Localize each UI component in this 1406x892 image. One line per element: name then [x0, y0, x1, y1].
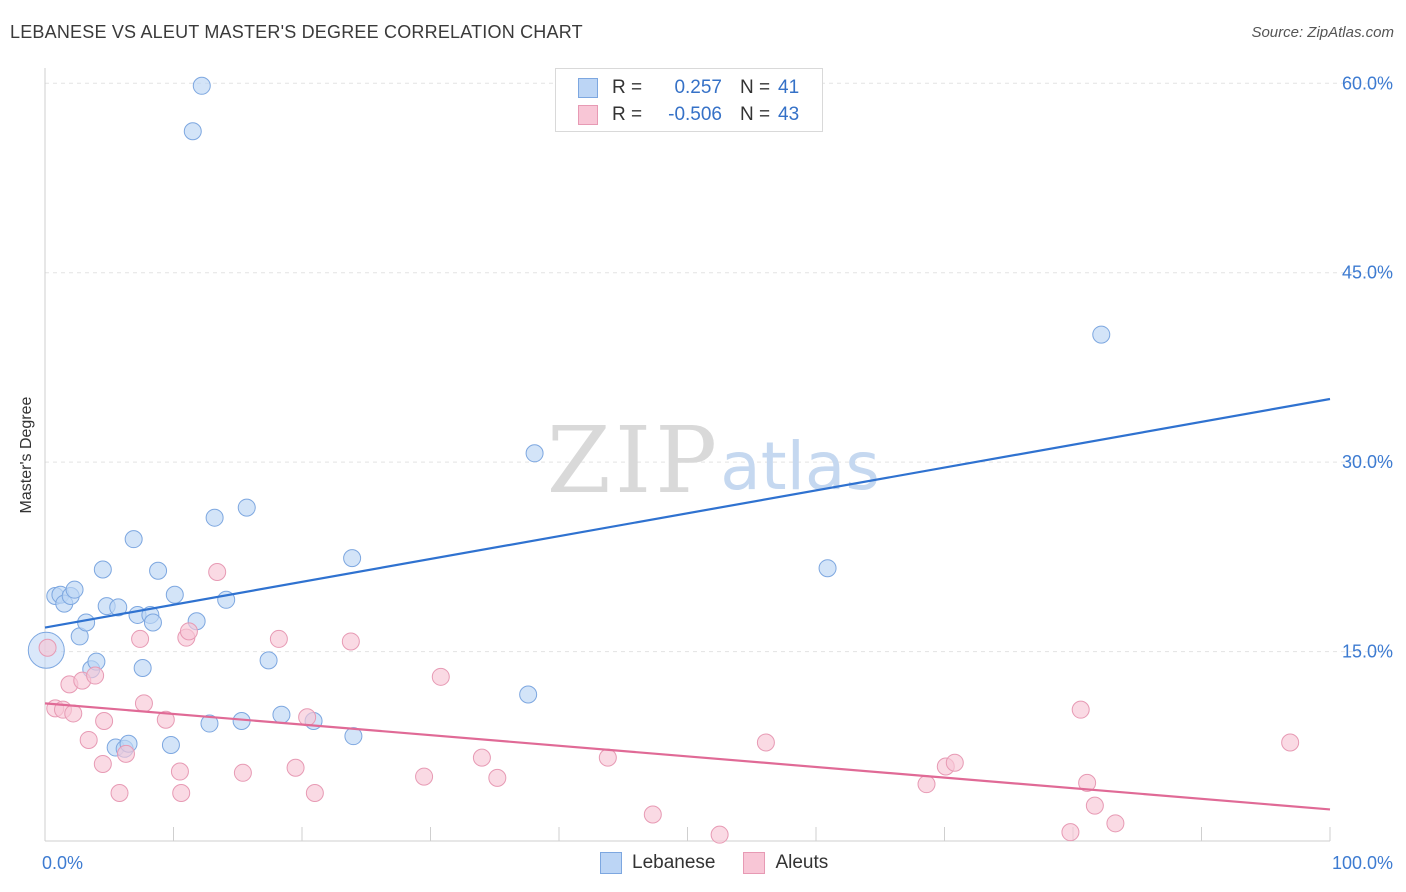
aleuts-point-28 — [472, 748, 491, 767]
aleuts-point-33 — [756, 733, 775, 752]
aleuts-point-20 — [233, 763, 252, 782]
lebanese-point-23 — [165, 585, 184, 604]
lebanese-point-18 — [133, 658, 152, 677]
lebanese-point-22 — [161, 736, 180, 755]
aleuts-point-16 — [172, 784, 191, 803]
trend-lines — [44, 397, 1331, 811]
y-tick-label-60: 60.0% — [1342, 73, 1393, 93]
x-tick-label-100: 100.0% — [1332, 853, 1393, 873]
lebanese-point-33 — [272, 705, 291, 724]
aleuts-point-39 — [1078, 773, 1097, 792]
aleuts-point-9 — [95, 712, 114, 731]
aleuts-point-22 — [286, 758, 305, 777]
aleuts-point-6 — [79, 730, 98, 749]
lebanese-swatch — [578, 78, 598, 98]
lebanese-point-35 — [343, 549, 362, 568]
n-value-lebanese: 41 — [778, 77, 800, 98]
aleuts-point-37 — [1061, 823, 1080, 842]
aleuts-point-25 — [341, 632, 360, 651]
aleuts-swatch — [578, 105, 598, 125]
grid-layer — [45, 82, 1392, 653]
lebanese-point-26 — [192, 76, 211, 95]
watermark: ZIP atlas — [547, 407, 880, 514]
lebanese-point-21 — [149, 561, 168, 580]
r-value-aleuts: -0.506 — [668, 104, 722, 125]
lebanese-trend-line — [44, 397, 1331, 629]
aleuts-point-0 — [38, 638, 57, 657]
lebanese-point-24 — [183, 122, 202, 141]
source-label: Source: ZipAtlas.com — [1251, 24, 1394, 41]
aleuts-point-7 — [86, 666, 105, 685]
lebanese-point-36 — [344, 727, 363, 746]
aleuts-points — [38, 563, 1300, 844]
lebanese-point-13 — [109, 598, 128, 617]
aleuts-point-31 — [643, 805, 662, 824]
lebanese-point-37 — [519, 685, 538, 704]
lebanese-point-10 — [93, 560, 112, 579]
y-tick-label-15: 15.0% — [1342, 642, 1393, 662]
aleuts-point-11 — [116, 744, 135, 763]
y-tick-label-30: 30.0% — [1342, 452, 1393, 472]
legend-item-aleuts[interactable]: Aleuts — [743, 852, 828, 874]
chart-title: LEBANESE VS ALEUT MASTER'S DEGREE CORREL… — [10, 22, 583, 42]
r-value-lebanese: 0.257 — [674, 77, 722, 98]
aleuts-point-8 — [93, 754, 112, 773]
aleuts-legend-label: Aleuts — [775, 852, 829, 873]
correlation-legend: R = 0.257 N = 41 R = -0.506 N = 43 — [555, 68, 823, 132]
aleuts-point-36 — [945, 753, 964, 772]
aleuts-point-15 — [170, 762, 189, 781]
aleuts-point-4 — [64, 704, 83, 723]
axes-layer — [44, 68, 1331, 842]
aleuts-point-34 — [917, 775, 936, 794]
r-label: R = — [612, 77, 643, 98]
legend-item-lebanese[interactable]: Lebanese — [600, 852, 715, 874]
series-legend: Lebanese Aleuts — [600, 852, 856, 874]
lebanese-point-27 — [200, 714, 219, 733]
lebanese-legend-label: Lebanese — [632, 852, 716, 873]
aleuts-point-13 — [134, 694, 153, 713]
aleuts-point-19 — [208, 563, 227, 582]
lebanese-point-7 — [77, 613, 96, 632]
aleuts-point-41 — [1106, 814, 1125, 833]
lebanese-point-38 — [525, 444, 544, 463]
legend-row-lebanese: R = 0.257 N = 41 — [578, 75, 799, 101]
aleuts-point-32 — [710, 825, 729, 844]
aleuts-point-24 — [305, 784, 324, 803]
y-tick-label-45: 45.0% — [1342, 263, 1393, 283]
aleuts-point-23 — [298, 708, 317, 727]
lebanese-legend-swatch — [600, 852, 622, 874]
lebanese-points — [27, 76, 1111, 758]
lebanese-point-31 — [237, 498, 256, 517]
tick-labels: 15.0% 30.0% 45.0% 60.0% 0.0% 100.0% — [42, 73, 1393, 873]
n-label: N = — [740, 104, 771, 125]
lebanese-point-16 — [124, 530, 143, 549]
aleuts-point-21 — [269, 629, 288, 648]
x-tick-label-0: 0.0% — [42, 853, 83, 873]
lebanese-point-40 — [1092, 325, 1111, 344]
lebanese-point-32 — [259, 651, 278, 670]
r-label: R = — [612, 104, 643, 125]
lebanese-point-39 — [818, 559, 837, 578]
aleuts-point-30 — [598, 748, 617, 767]
aleuts-trend-line — [44, 702, 1331, 811]
aleuts-point-18 — [179, 622, 198, 641]
aleuts-point-38 — [1071, 700, 1090, 719]
aleuts-point-14 — [156, 710, 175, 729]
aleuts-point-42 — [1281, 733, 1300, 752]
n-value-aleuts: 43 — [778, 104, 800, 125]
aleuts-point-27 — [431, 667, 450, 686]
aleuts-point-29 — [488, 768, 507, 787]
aleuts-legend-swatch — [743, 852, 766, 874]
aleuts-point-12 — [131, 629, 150, 648]
lebanese-point-5 — [65, 580, 84, 599]
aleuts-point-10 — [110, 784, 129, 803]
n-label: N = — [740, 77, 771, 98]
aleuts-point-40 — [1085, 796, 1104, 815]
legend-row-aleuts: R = -0.506 N = 43 — [578, 102, 799, 128]
aleuts-point-26 — [415, 767, 434, 786]
watermark-zip: ZIP — [547, 407, 721, 514]
lebanese-point-20 — [143, 613, 162, 632]
lebanese-point-28 — [205, 508, 224, 527]
